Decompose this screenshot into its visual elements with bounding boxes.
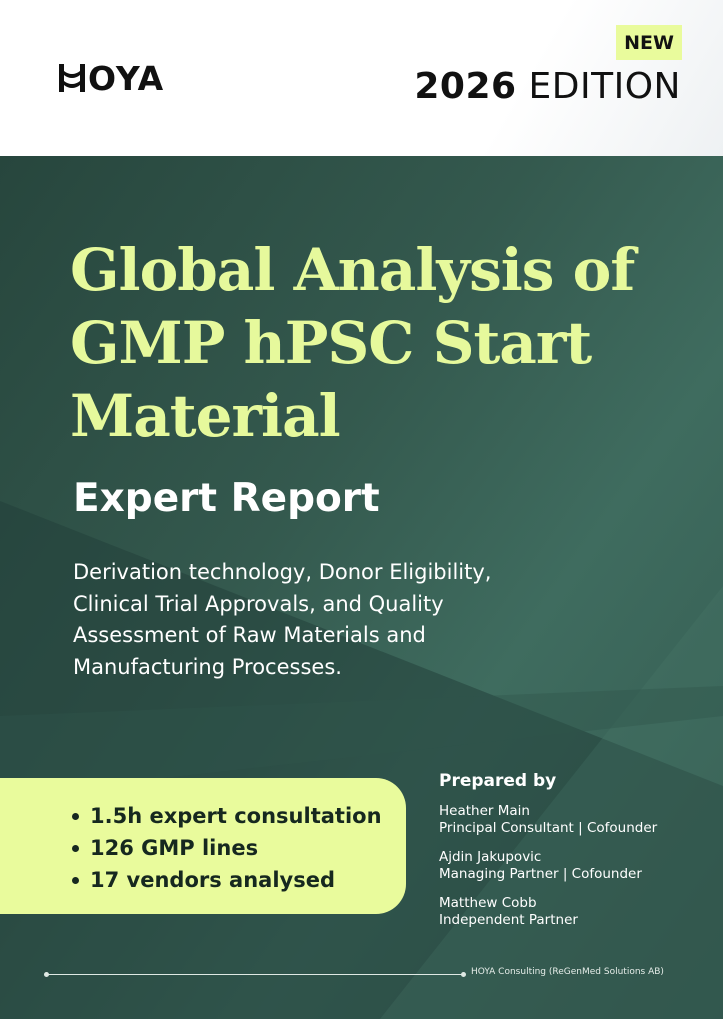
edition-year: 2026 xyxy=(414,66,517,107)
title-line: Material xyxy=(70,382,341,450)
author-role: Principal Consultant | Cofounder xyxy=(439,819,658,836)
author-name: Ajdin Jakupovic xyxy=(439,849,542,865)
description-line: Manufacturing Processes. xyxy=(73,654,342,679)
description-line: Derivation technology, Donor Eligibility… xyxy=(73,560,492,584)
highlights-list: 1.5h expert consultation 126 GMP lines 1… xyxy=(72,800,382,896)
footer-divider-dot xyxy=(44,972,49,977)
title-line: Global Analysis of xyxy=(70,236,635,304)
edition-label: 2026 EDITION xyxy=(414,66,681,107)
prepared-by-title: Prepared by xyxy=(439,771,557,791)
report-description: Derivation technology, Donor Eligibility… xyxy=(73,557,633,683)
author: Heather Main Principal Consultant | Cofo… xyxy=(439,803,657,836)
report-subtitle: Expert Report xyxy=(73,476,380,521)
report-title: Global Analysis of GMP hPSC Start Materi… xyxy=(70,234,690,453)
hoya-logo: OYA xyxy=(58,58,165,98)
new-badge: NEW xyxy=(616,25,682,60)
highlight-item: 126 GMP lines xyxy=(72,832,382,864)
highlight-item: 17 vendors analysed xyxy=(72,864,382,896)
highlight-item: 1.5h expert consultation xyxy=(72,800,382,832)
description-line: Assessment of Raw Materials and xyxy=(73,623,426,647)
logo-text: OYA xyxy=(88,58,165,98)
title-line: GMP hPSC Start xyxy=(70,309,592,377)
author: Matthew Cobb Independent Partner xyxy=(439,895,657,928)
author-name: Heather Main xyxy=(439,803,530,819)
edition-text: EDITION xyxy=(528,66,681,107)
author-name: Matthew Cobb xyxy=(439,895,537,911)
footer-divider xyxy=(46,974,464,975)
footer-divider-dot xyxy=(461,972,466,977)
cover-panel: Global Analysis of GMP hPSC Start Materi… xyxy=(0,156,723,1019)
author-role: Managing Partner | Cofounder xyxy=(439,865,642,882)
prepared-by-section: Prepared by Heather Main Principal Consu… xyxy=(439,771,657,941)
highlights-box: 1.5h expert consultation 126 GMP lines 1… xyxy=(0,778,406,914)
hoya-h-logo-icon xyxy=(59,64,85,92)
footer-company: HOYA Consulting (ReGenMed Solutions AB) xyxy=(471,967,664,977)
author: Ajdin Jakupovic Managing Partner | Cofou… xyxy=(439,849,657,882)
author-role: Independent Partner xyxy=(439,911,578,928)
description-line: Clinical Trial Approvals, and Quality xyxy=(73,591,444,616)
header: OYA NEW 2026 EDITION xyxy=(0,0,723,156)
